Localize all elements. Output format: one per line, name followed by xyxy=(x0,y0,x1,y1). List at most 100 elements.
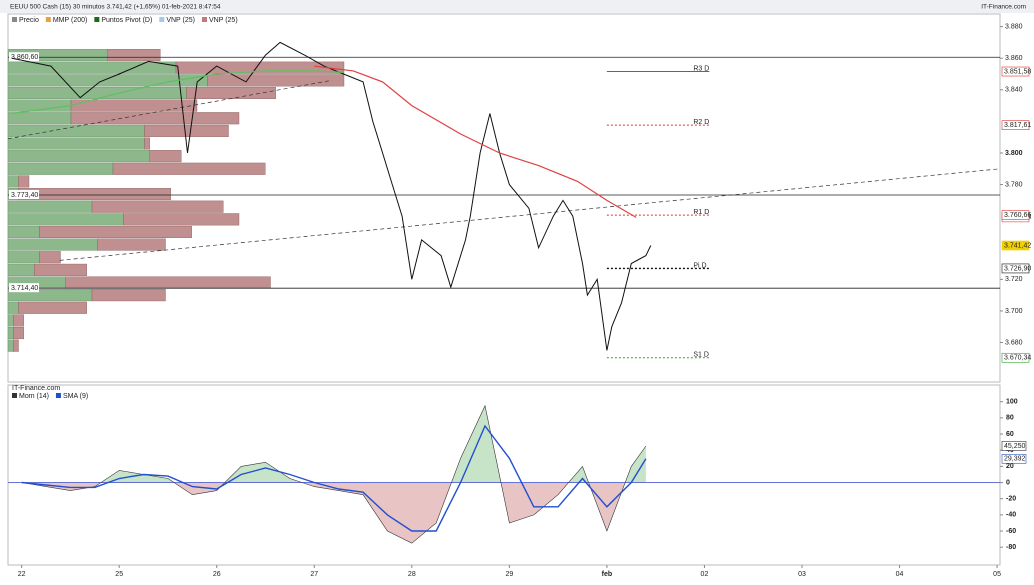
volume-sell xyxy=(123,213,240,226)
y-tick-label: 3.860 xyxy=(1005,55,1023,62)
legend-label: SMA (9) xyxy=(63,393,88,400)
volume-sell xyxy=(18,175,30,188)
legend-label: Puntos Pivot (D) xyxy=(101,17,152,24)
y-tick-label: 60 xyxy=(1006,431,1014,438)
volume-sell xyxy=(112,162,266,175)
x-tick-label: 28 xyxy=(408,571,416,578)
volume-sell xyxy=(144,124,229,137)
x-tick-label: 03 xyxy=(798,571,806,578)
pivot-label-bg xyxy=(1001,66,1030,77)
level-label-bg xyxy=(9,189,39,199)
volume-buy xyxy=(7,150,150,163)
volume-buy xyxy=(7,225,40,238)
y-tick-label: 100 xyxy=(1006,399,1018,406)
legend-swatch xyxy=(201,17,207,22)
pivot-label: 3.817,61 xyxy=(1004,122,1031,129)
last-label: 29,392 xyxy=(1004,456,1026,463)
volume-sell xyxy=(34,263,87,276)
brand: IT-Finance.com xyxy=(981,4,1026,11)
pivot-label-bg xyxy=(1001,352,1030,363)
volume-buy xyxy=(7,301,19,314)
volume-sell xyxy=(70,112,240,125)
volume-sell xyxy=(13,327,24,340)
y-tick-label: -60 xyxy=(1006,528,1016,535)
y-tick-label: 3.780 xyxy=(1005,181,1023,188)
volume-buy xyxy=(7,327,14,340)
volume-sell xyxy=(39,225,192,238)
y-tick-label: 3.880 xyxy=(1005,23,1023,30)
x-tick-label: 25 xyxy=(115,571,123,578)
last-label-bg xyxy=(1001,441,1027,451)
legend-label: Mom (14) xyxy=(19,393,49,400)
trendline xyxy=(7,79,332,140)
legend-swatch xyxy=(12,17,17,22)
header-bar xyxy=(0,0,1034,13)
pivot-name: R3 D xyxy=(693,65,709,72)
volume-sell xyxy=(39,251,61,264)
trendline xyxy=(59,168,1001,261)
legend-swatch xyxy=(45,17,51,22)
volume-buy xyxy=(7,314,14,327)
sma-line xyxy=(21,424,647,532)
volume-sell xyxy=(107,49,161,62)
volume-buy xyxy=(7,238,98,251)
x-tick-label: feb xyxy=(602,571,613,578)
pivot-label: 3.851,58 xyxy=(1004,68,1031,75)
pivot-label-bg xyxy=(1001,210,1030,220)
volume-sell xyxy=(13,339,19,352)
legend-label: VNP (25) xyxy=(209,17,238,24)
x-tick-label: 05 xyxy=(993,571,1001,578)
mom-area-pos xyxy=(21,405,646,483)
volume-buy xyxy=(7,200,93,213)
volume-buy xyxy=(7,61,177,74)
source: IT-Finance.com xyxy=(12,385,60,392)
y-tick-label: 3.700 xyxy=(1005,308,1023,315)
x-tick-label: 29 xyxy=(505,571,513,578)
legend-swatch xyxy=(55,393,61,398)
last-label-bg xyxy=(1001,453,1027,464)
pivot-label-bg xyxy=(1001,263,1030,274)
volume-buy xyxy=(7,112,72,125)
level-label: 3.860,60 xyxy=(11,54,38,61)
x-tick-label: 22 xyxy=(18,571,26,578)
price-line xyxy=(11,70,344,115)
level-label: 3.773,40 xyxy=(11,192,38,199)
volume-sell xyxy=(91,200,224,213)
y-tick-label: -40 xyxy=(1006,512,1016,519)
pivot-label: 3.760,66 xyxy=(1004,212,1031,219)
mom-panel xyxy=(7,384,1001,566)
y-tick-label: 80 xyxy=(1006,415,1014,422)
pivot-label-bg xyxy=(1001,120,1030,130)
volume-sell xyxy=(149,150,182,163)
last-label-bg xyxy=(1001,240,1030,251)
volume-buy xyxy=(7,339,14,352)
volume-sell xyxy=(13,314,24,327)
chart-title: EEUU 500 Cash (15) 30 minutos 3.741,42 (… xyxy=(10,4,221,11)
pivot-name: R2 D xyxy=(693,119,709,126)
y-tick-label: -80 xyxy=(1006,544,1016,551)
y-tick-label: 3.680 xyxy=(1005,339,1023,346)
volume-buy xyxy=(7,124,145,137)
price-line xyxy=(11,41,652,351)
volume-buy xyxy=(7,175,19,188)
pivot-label: 3.670,34 xyxy=(1004,355,1031,362)
pivot-name: Pi D xyxy=(693,262,706,269)
volume-buy xyxy=(7,162,114,175)
last-label: 45,250 xyxy=(1004,443,1026,450)
y-tick-label: 3.720 xyxy=(1005,276,1023,283)
x-tick-label: 26 xyxy=(213,571,221,578)
y-tick-label: 20 xyxy=(1006,463,1014,470)
volume-sell xyxy=(70,99,198,112)
price-line xyxy=(314,65,637,218)
level-label-bg xyxy=(9,52,39,62)
volume-sell xyxy=(186,86,276,99)
pivot-label: 3.726,90 xyxy=(1004,265,1031,272)
mom-line xyxy=(21,404,647,544)
y-tick-label: 0 xyxy=(1006,479,1010,486)
volume-sell xyxy=(91,289,166,302)
volume-sell xyxy=(65,276,271,289)
level-label: 3.714,40 xyxy=(11,285,38,292)
volume-buy xyxy=(7,86,187,99)
volume-buy xyxy=(7,137,145,150)
volume-buy xyxy=(7,263,35,276)
